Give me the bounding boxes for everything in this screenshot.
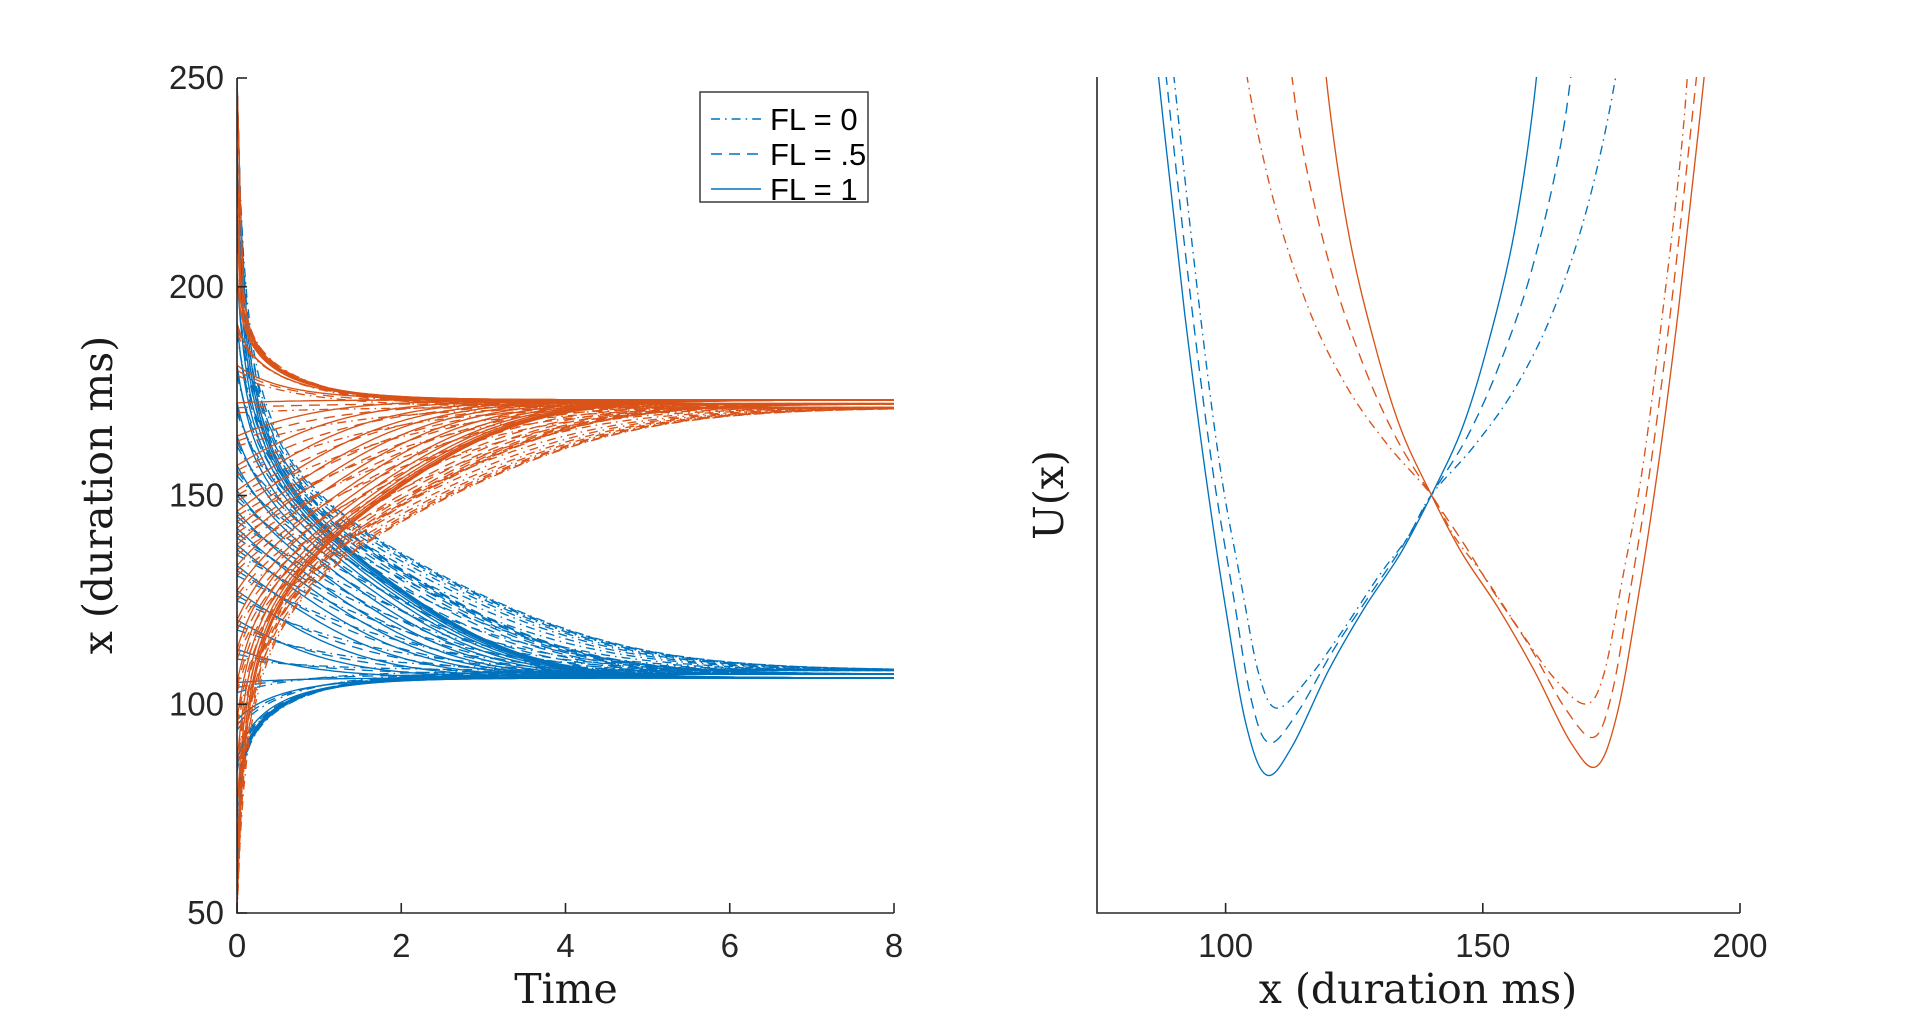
trajectory-line: [237, 399, 894, 762]
trajectory-line: [237, 490, 894, 679]
y-tick-label: 250: [169, 59, 224, 96]
potential-curves: [1157, 77, 1705, 777]
trajectory-line: [237, 677, 894, 808]
trajectory-line: [237, 224, 894, 409]
trajectory-line: [237, 575, 894, 671]
trajectory-curves: [237, 78, 894, 913]
trajectory-line: [237, 595, 894, 675]
trajectory-line: [237, 403, 894, 626]
trajectory-line: [237, 500, 894, 671]
trajectory-line: [237, 403, 894, 813]
trajectory-line: [237, 369, 894, 405]
trajectory-line: [237, 406, 894, 414]
legend-entry-label: FL = 0: [770, 102, 858, 137]
trajectory-line: [237, 677, 894, 858]
trajectory-line: [237, 403, 894, 472]
x-tick-label: 0: [228, 927, 246, 964]
left-plot-ylabel: x (duration ms): [74, 336, 122, 654]
trajectory-line: [237, 673, 894, 726]
trajectory-line: [237, 333, 894, 409]
trajectory-line: [237, 407, 894, 602]
potential-curve-blue-dashed: [1165, 77, 1572, 744]
trajectory-line: [237, 278, 894, 675]
trajectory-line: [237, 399, 894, 858]
trajectory-line: [237, 82, 894, 670]
potential-curve-orange-dashdot: [1246, 77, 1688, 705]
x-tick-label: 150: [1455, 927, 1510, 964]
trajectory-line: [237, 333, 894, 670]
trajectory-line: [237, 214, 894, 401]
trajectory-line: [237, 658, 894, 672]
right-plot-potential: 100 150 200 x (duration ms) U(x): [1025, 77, 1768, 1013]
trajectory-line: [237, 677, 894, 909]
trajectory-line: [237, 470, 894, 675]
y-tick-label: 100: [169, 685, 224, 722]
trajectory-line: [237, 549, 894, 675]
x-tick-label: 4: [556, 927, 574, 964]
trajectory-line: [237, 407, 894, 660]
trajectory-line: [237, 273, 894, 401]
trajectory-line: [237, 673, 894, 913]
trajectory-line: [237, 408, 894, 868]
left-plot-xlabel: Time: [514, 965, 618, 1013]
x-tick-label: 200: [1712, 927, 1767, 964]
trajectory-line: [237, 408, 894, 772]
trajectory-line: [237, 407, 894, 731]
y-tick-label: 150: [169, 477, 224, 514]
trajectory-line: [237, 669, 894, 818]
right-plot-axes: 100 150 200: [1096, 77, 1768, 964]
trajectory-line: [237, 403, 894, 534]
trajectory-line: [237, 669, 894, 868]
trajectory-line: [237, 403, 894, 913]
trajectory-line: [237, 153, 894, 675]
right-plot-xlabel: x (duration ms): [1259, 965, 1577, 1013]
trajectory-line: [237, 403, 894, 688]
potential-curve-orange-dashed: [1291, 77, 1698, 739]
y-tick-label: 200: [169, 268, 224, 305]
trajectory-line: [237, 677, 894, 721]
potential-curve-blue-dashdot: [1173, 77, 1617, 709]
trajectory-line: [237, 669, 894, 773]
trajectory-line: [237, 669, 894, 913]
trajectory-line: [237, 475, 894, 671]
legend-entry-label: FL = 1: [770, 172, 858, 207]
trajectory-line: [237, 364, 894, 401]
trajectory-line: [237, 408, 894, 913]
legend-box: FL = 0FL = .5FL = 1: [699, 91, 869, 207]
trajectory-line: [237, 677, 894, 763]
trajectory-line: [237, 399, 894, 909]
trajectory-line: [237, 673, 894, 813]
legend-entry-label: FL = .5: [770, 137, 866, 172]
x-tick-label: 100: [1198, 927, 1253, 964]
trajectory-line: [237, 283, 894, 670]
trajectory-line: [237, 219, 894, 675]
trajectory-line: [237, 673, 894, 863]
trajectory-line: [237, 78, 894, 405]
legend-frame: [699, 91, 869, 203]
trajectory-line: [237, 537, 894, 671]
trajectory-line: [237, 219, 894, 405]
trajectory-line: [237, 370, 894, 675]
trajectory-line: [237, 82, 894, 409]
left-plot-axes: 0 2 4 6 8 50 100 150 200 250: [169, 59, 903, 964]
trajectory-line: [237, 403, 894, 572]
x-tick-label: 6: [721, 927, 739, 964]
potential-curve-orange-solid: [1325, 77, 1705, 769]
trajectory-line: [237, 78, 894, 679]
y-tick-label: 50: [187, 894, 224, 931]
trajectory-line: [237, 78, 894, 401]
trajectory-line: [237, 328, 894, 405]
x-tick-label: 2: [392, 927, 410, 964]
trajectory-line: [237, 323, 894, 401]
potential-curve-blue-solid: [1157, 77, 1538, 777]
trajectory-line: [237, 328, 894, 675]
trajectory-line: [237, 278, 894, 405]
trajectory-line: [237, 570, 894, 675]
x-tick-label: 8: [885, 927, 903, 964]
left-plot-trajectories: 0 2 4 6 8 50 100 150 200 250 Time x (duration ms)…: [74, 59, 903, 1013]
axis-lines: [1096, 77, 1740, 914]
right-plot-ylabel: U(x): [1025, 450, 1073, 540]
